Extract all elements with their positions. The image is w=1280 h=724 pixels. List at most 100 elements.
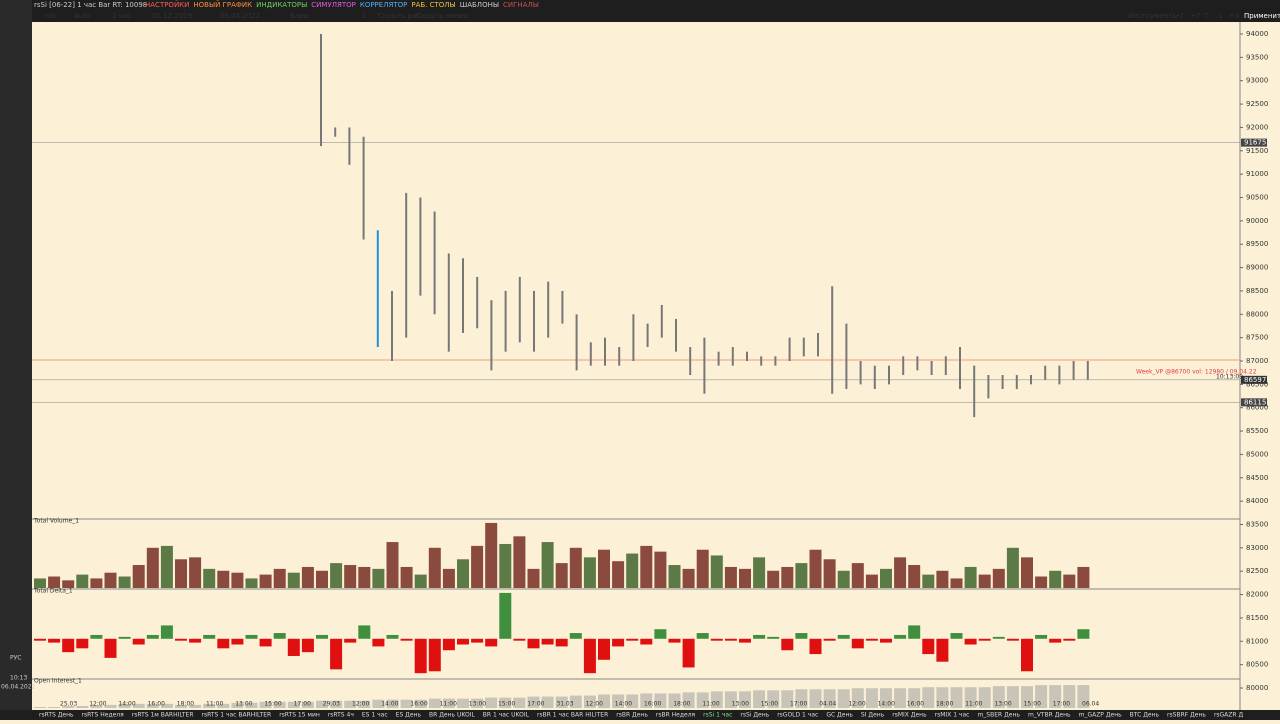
toolbar-item[interactable]: rsSi xyxy=(44,12,57,20)
delta-bar xyxy=(428,638,441,672)
oi-bar xyxy=(978,687,991,708)
price-label: 92500 xyxy=(1246,100,1268,108)
tab[interactable]: rsSBRF День xyxy=(1167,712,1206,719)
tab[interactable]: rsRTS 15 мин xyxy=(279,712,320,719)
time-label: 18:00 xyxy=(673,701,690,708)
delta-bar xyxy=(851,638,864,649)
panel-label: Total Delta_1 xyxy=(33,588,73,595)
oi-bar xyxy=(231,702,244,708)
toolbar-button[interactable]: +1 xyxy=(1229,12,1239,20)
delta-bar xyxy=(527,638,540,649)
tab[interactable]: ES День xyxy=(396,712,422,719)
time-label: 11:00 xyxy=(702,701,719,708)
toolbar-item[interactable]: 01.12.2019 xyxy=(152,12,192,20)
delta-bar xyxy=(231,638,244,645)
delta-bar xyxy=(753,634,766,639)
toolbar-button[interactable]: Применить xyxy=(1244,12,1280,20)
tab[interactable]: rsMIX День xyxy=(892,712,927,719)
volume-bar xyxy=(287,572,300,588)
menu-item[interactable]: ИНДИКАТОРЫ xyxy=(256,1,307,9)
toolbar-item[interactable]: Auto xyxy=(74,12,90,20)
delta-bar xyxy=(316,634,328,639)
tab[interactable]: m_VTBR День xyxy=(1028,712,1071,719)
price-marker-label: 86115 xyxy=(1244,398,1266,406)
tab[interactable]: BR 1 час UKOIL xyxy=(483,712,530,719)
volume-bar xyxy=(739,568,751,588)
tab[interactable]: rsBR День xyxy=(616,712,648,719)
delta-bar xyxy=(287,638,300,656)
oi-bar xyxy=(1077,685,1090,708)
oi-bar xyxy=(583,695,596,708)
menu-item[interactable]: СИМУЛЯТОР xyxy=(311,1,356,9)
tab[interactable]: rsSi 1 час xyxy=(703,712,732,719)
toolbar-button[interactable]: Инструменты xyxy=(1128,12,1178,20)
tab[interactable]: rsRTS День xyxy=(39,712,74,719)
menu-item[interactable]: РАБ. СТОЛЫ xyxy=(411,1,455,9)
toolbar-item[interactable]: Скрыть рис. xyxy=(378,12,423,20)
tab[interactable]: SI День xyxy=(861,712,885,719)
oi-bar xyxy=(865,688,878,708)
toolbar-item[interactable]: 1 xyxy=(362,12,366,20)
oi-bar xyxy=(992,686,1005,708)
toolbar-button[interactable]: -1 xyxy=(1216,12,1223,20)
volume-bar xyxy=(471,545,484,588)
volume-bar xyxy=(781,566,794,588)
delta-bar xyxy=(795,633,808,639)
oi-bar xyxy=(62,705,75,708)
price-label: 84500 xyxy=(1246,474,1268,482)
delta-bar xyxy=(499,592,512,639)
menu-item[interactable]: НАСТРОЙКИ xyxy=(145,0,189,9)
oi-bar xyxy=(640,693,653,708)
oi-bar xyxy=(457,698,469,708)
time-label: 17:00 xyxy=(527,701,544,708)
volume-bar xyxy=(880,568,892,588)
tab[interactable]: rsMIX 1 час xyxy=(935,712,970,719)
oi-bar xyxy=(118,703,131,708)
tab[interactable]: rsRTS 1 час BARHILTER xyxy=(202,712,272,719)
time-label: 13:00 xyxy=(469,701,486,708)
toolbar-item[interactable]: 06.04.2022 xyxy=(220,12,260,20)
delta-bar xyxy=(710,638,723,641)
toolbar-item[interactable]: 1 час xyxy=(112,12,131,20)
delta-bar xyxy=(781,638,794,651)
toolbar-item[interactable]: Бары xyxy=(290,12,309,20)
oi-bar xyxy=(104,704,117,708)
tab[interactable]: rsGAZR Д xyxy=(1214,712,1244,719)
delta-bar xyxy=(273,633,286,639)
tab[interactable]: BTC День xyxy=(1130,712,1160,719)
oi-bar xyxy=(316,700,328,708)
tab[interactable]: m_GAZP День xyxy=(1079,712,1123,719)
price-label: 84000 xyxy=(1246,497,1268,505)
toolbar-item[interactable]: Скрыть линии xyxy=(416,12,468,20)
time-label: 17:00 xyxy=(790,701,807,708)
toolbar-button[interactable]: -7 xyxy=(1177,12,1184,20)
tab[interactable]: rsRTS 4ч xyxy=(328,712,354,719)
toolbar-button[interactable]: +7 xyxy=(1190,12,1200,20)
tab[interactable]: rsRTS 1м BARHILTER xyxy=(132,712,194,719)
tab[interactable]: GC День xyxy=(826,712,853,719)
time-label: 14:00 xyxy=(878,701,895,708)
tab[interactable]: rsBR Неделя xyxy=(656,712,696,719)
menu-item[interactable]: НОВЫЙ ГРАФИК xyxy=(193,0,252,9)
volume-bar xyxy=(654,551,667,588)
menu-item[interactable]: ШАБЛОНЫ xyxy=(460,1,499,9)
lang: РУС xyxy=(10,655,21,662)
oi-bar xyxy=(950,687,963,708)
menu-item[interactable]: СИГНАЛЫ xyxy=(503,1,539,9)
toolbar-button[interactable]: T xyxy=(1203,12,1209,20)
delta-bar xyxy=(555,638,568,647)
price-label: 91000 xyxy=(1246,170,1268,178)
menu-item[interactable]: КОРРЕЛЯТОР xyxy=(360,1,407,9)
oi-bar xyxy=(555,696,568,708)
tab[interactable]: ES 1 час xyxy=(362,712,388,719)
tab[interactable]: rsRTS Неделя xyxy=(82,712,125,719)
tab[interactable]: rsSi День xyxy=(740,712,769,719)
tab[interactable]: BR День UKOIL xyxy=(429,712,475,719)
tab[interactable]: m_SBER День xyxy=(977,712,1020,719)
volume-bar xyxy=(555,563,568,588)
tab[interactable]: rsBR 1 час BAR HILITER xyxy=(537,712,608,719)
volume-bar xyxy=(146,547,159,588)
delta-bar xyxy=(1006,638,1019,641)
delta-bar xyxy=(612,638,625,647)
tab[interactable]: rsGOLD 1 час xyxy=(777,712,818,719)
